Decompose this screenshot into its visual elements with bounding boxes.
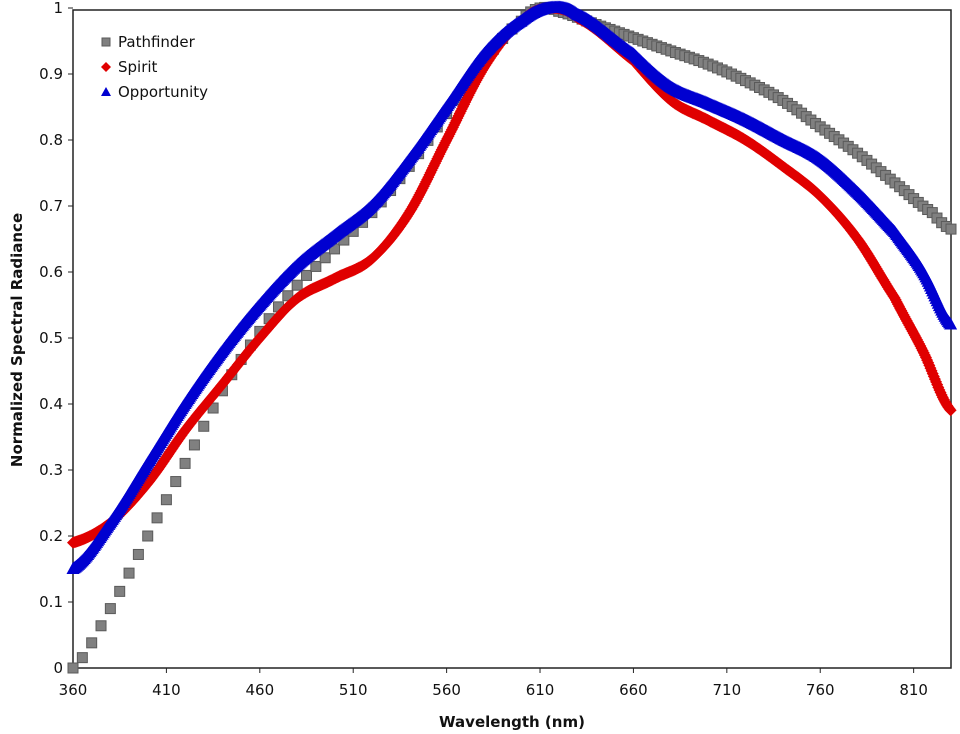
y-tick-label: 0.8	[39, 131, 63, 149]
data-point	[945, 223, 957, 235]
data-point	[282, 290, 294, 302]
data-point	[179, 457, 191, 469]
data-point	[301, 269, 313, 281]
data-point	[944, 404, 957, 417]
legend-marker-pathfinder	[101, 37, 111, 47]
y-tick-label: 0.4	[39, 395, 63, 413]
series-pathfinder	[67, 1, 957, 674]
legend-label-pathfinder: Pathfinder	[118, 33, 196, 51]
data-point	[104, 603, 116, 615]
data-point	[114, 585, 126, 597]
data-point	[76, 652, 88, 664]
data-point	[944, 317, 958, 330]
data-point	[310, 260, 322, 272]
data-point	[67, 662, 79, 674]
data-point	[160, 494, 172, 506]
plot-frame	[72, 9, 952, 669]
data-point	[132, 548, 144, 560]
series-opportunity	[66, 0, 958, 574]
x-tick-label: 660	[619, 681, 648, 699]
x-tick-label: 560	[432, 681, 461, 699]
data-point	[123, 567, 135, 579]
series-layer	[66, 0, 958, 674]
y-tick-label: 0.7	[39, 197, 63, 215]
x-tick-label: 610	[526, 681, 555, 699]
legend-marker-spirit	[101, 62, 111, 72]
y-tick-label: 0.6	[39, 263, 63, 281]
y-tick-label: 0.5	[39, 329, 63, 347]
data-point	[86, 637, 98, 649]
axes: 360 410 460 510 560 610 660 710 760 810 0 0.1 0.2 0.3…	[39, 0, 952, 699]
legend-marker-opportunity	[101, 87, 111, 96]
legend-label-spirit: Spirit	[118, 58, 158, 76]
x-tick-label: 710	[713, 681, 742, 699]
y-tick-label: 0.9	[39, 65, 63, 83]
x-tick-label: 510	[339, 681, 368, 699]
x-tick-label: 760	[806, 681, 835, 699]
series-spirit	[67, 1, 957, 549]
legend-label-opportunity: Opportunity	[118, 83, 208, 101]
data-point	[188, 439, 200, 451]
y-tick-label: 0.2	[39, 527, 63, 545]
data-point	[142, 530, 154, 542]
x-tick-label: 410	[152, 681, 181, 699]
x-tick-label: 460	[245, 681, 274, 699]
y-tick-label: 0	[53, 659, 63, 677]
x-tick-label: 360	[59, 681, 88, 699]
y-tick-label: 0.3	[39, 461, 63, 479]
y-tick-label: 1	[53, 0, 63, 17]
data-point	[319, 252, 331, 264]
x-tick-label: 810	[899, 681, 928, 699]
data-point	[291, 279, 303, 291]
y-tick-label: 0.1	[39, 593, 63, 611]
data-point	[198, 420, 210, 432]
legend: Pathfinder Spirit Opportunity	[101, 33, 208, 101]
x-axis-title: Wavelength (nm)	[439, 713, 585, 731]
y-axis-title: Normalized Spectral Radiance	[8, 213, 26, 467]
data-point	[95, 620, 107, 632]
data-point	[151, 512, 163, 524]
data-point	[170, 476, 182, 488]
